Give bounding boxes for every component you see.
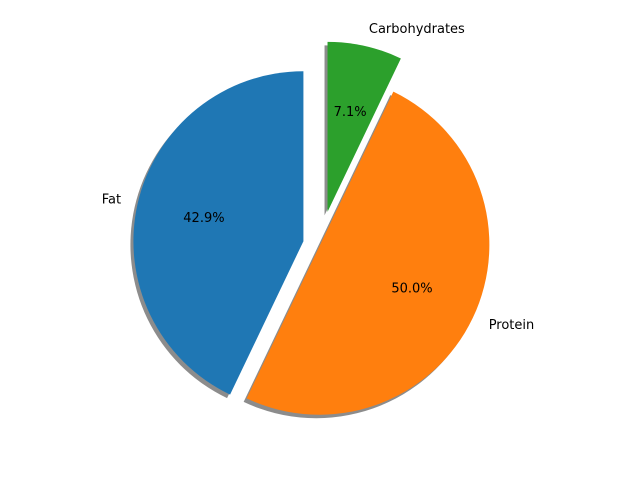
- pie-slice-layer: [133, 41, 490, 415]
- pie-label-fat: Fat: [102, 192, 121, 207]
- pie-label-layer: Fat 42.9% Protein 50.0% Carbohydrates 7.1%: [102, 22, 535, 333]
- pie-slice-carbohydrates: [327, 41, 401, 212]
- pie-percent-carbohydrates: 7.1%: [334, 105, 367, 120]
- pie-slice-protein: [246, 91, 490, 415]
- pie-slice-fat: [133, 71, 304, 395]
- pie-label-carbohydrates: Carbohydrates: [369, 22, 465, 37]
- pie-label-protein: Protein: [489, 318, 535, 333]
- pie-percent-fat: 42.9%: [183, 211, 224, 226]
- pie-percent-protein: 50.0%: [391, 282, 432, 297]
